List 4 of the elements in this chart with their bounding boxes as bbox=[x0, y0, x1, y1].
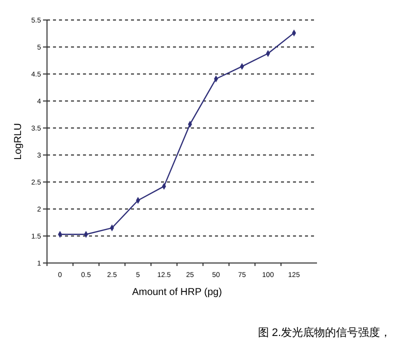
point bbox=[266, 50, 270, 57]
caption: 图 2.发光底物的信号强度， bbox=[258, 326, 391, 339]
x-axis-title: Amount of HRP (pg) bbox=[132, 287, 222, 298]
y-axis-title: LogRLU bbox=[13, 123, 24, 160]
